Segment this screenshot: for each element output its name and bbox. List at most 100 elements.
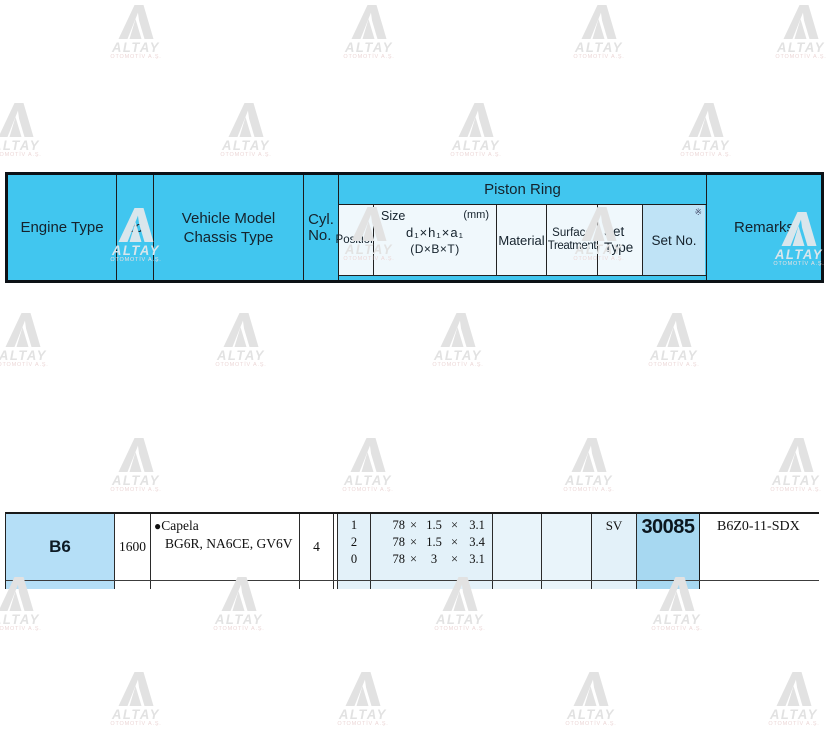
surface-treatment-header-cell: Surface Treatment [547,205,598,275]
watermark-brand: ALTAY [112,39,160,56]
set-no-label: Set No. [651,232,697,248]
cc-value: 1600 [119,539,146,554]
material-header-cell: Material [497,205,547,275]
altay-watermark: ALTAY OTOMOTİV A.Ş. [570,5,628,61]
remarks-value: B6Z0-11-SDX [717,519,800,534]
ring-size-2: 78 × 1.5 × 3.4 [392,535,485,549]
set-no-value-cell: 30085 [637,514,700,580]
watermark-subtext: OTOMOTİV A.Ş. [110,54,162,60]
vehicle-model-header-cell: Vehicle Model Chassis Type [154,175,304,280]
set-type-label-line1: Set [604,224,625,239]
watermark-subtext: OTOMOTİV A.Ş. [775,54,827,60]
altay-logo-icon [440,313,476,347]
material-value-cell [493,514,542,580]
cyl-label-line1: Cyl. [308,210,334,228]
watermark-subtext: OTOMOTİV A.Ş. [342,487,394,493]
watermark-subtext: OTOMOTİV A.Ş. [110,721,162,727]
set-type-value-cell: SV [592,514,637,580]
bullet-icon: ● [154,519,162,533]
altay-logo-icon [350,438,386,472]
altay-logo-icon [228,103,264,137]
cc-label: cc [127,219,143,236]
watermark-subtext: OTOMOTİV A.Ş. [213,626,265,632]
altay-watermark: ALTAY OTOMOTİV A.Ş. [107,672,165,728]
altay-watermark: ALTAY OTOMOTİV A.Ş. [107,5,165,61]
watermark-brand: ALTAY [112,472,160,489]
watermark-brand: ALTAY [0,137,40,154]
watermark-brand: ALTAY [344,472,392,489]
watermark-subtext: OTOMOTİV A.Ş. [450,152,502,158]
altay-watermark: ALTAY OTOMOTİV A.Ş. [562,672,620,728]
piston-ring-group-title: Piston Ring [339,175,706,205]
remarks-label: Remarks [733,219,794,236]
altay-logo-icon [581,5,617,39]
altay-logo-icon [783,5,819,39]
watermark-subtext: OTOMOTİV A.Ş. [0,362,49,368]
altay-watermark: ALTAY OTOMOTİV A.Ş. [334,672,392,728]
watermark-brand: ALTAY [345,39,393,56]
vehicle-model-label-line1: Vehicle Model [181,209,276,227]
watermark-subtext: OTOMOTİV A.Ş. [220,152,272,158]
altay-logo-icon [5,313,41,347]
watermark-brand: ALTAY [770,706,818,723]
watermark-brand: ALTAY [452,137,500,154]
set-type-header-cell: Set Type [598,205,643,275]
ring-size-1: 78 × 1.5 × 3.1 [392,518,485,532]
altay-watermark: ALTAY OTOMOTİV A.Ş. [429,313,487,369]
watermark-subtext: OTOMOTİV A.Ş. [0,152,42,158]
engine-type-header-cell: Engine Type [8,175,117,280]
ring-position-3: 0 [350,552,358,566]
remarks-header-cell: Remarks [707,175,821,280]
watermark-brand: ALTAY [222,137,270,154]
cc-value-cell: 1600 [115,514,151,580]
watermark-subtext: OTOMOTİV A.Ş. [768,721,820,727]
engine-type-label: Engine Type [20,219,104,236]
altay-logo-icon [118,438,154,472]
watermark-brand: ALTAY [772,472,820,489]
size-label: Size [381,209,406,223]
watermark-subtext: OTOMOTİV A.Ş. [432,362,484,368]
size-unit-label: (mm) [463,209,489,221]
set-no-value: 30085 [641,516,695,538]
altay-logo-icon [656,313,692,347]
watermark-subtext: OTOMOTİV A.Ş. [573,54,625,60]
watermark-subtext: OTOMOTİV A.Ş. [563,487,615,493]
surface-label-line1: Surface [552,227,592,239]
altay-logo-icon [345,672,381,706]
cyl-no-value-cell: 4 [300,514,334,580]
watermark-subtext: OTOMOTİV A.Ş. [770,487,822,493]
ring-position-2: 2 [350,535,358,549]
set-no-header-cell: ※ Set No. [643,205,705,275]
material-label: Material [498,232,545,248]
altay-logo-icon [571,438,607,472]
altay-logo-icon [223,313,259,347]
reference-mark-icon: ※ [694,207,702,217]
watermark-brand: ALTAY [650,347,698,364]
vehicle-model-label-line2: Chassis Type [183,228,274,246]
watermark-subtext: OTOMOTİV A.Ş. [215,362,267,368]
next-row-stub [6,581,819,589]
watermark-subtext: OTOMOTİV A.Ş. [343,54,395,60]
altay-watermark: ALTAY OTOMOTİV A.Ş. [212,313,270,369]
engine-type-value: B6 [49,537,71,556]
altay-watermark: ALTAY OTOMOTİV A.Ş. [645,313,703,369]
altay-watermark: ALTAY OTOMOTİV A.Ş. [339,438,397,494]
watermark-brand: ALTAY [217,347,265,364]
altay-watermark: ALTAY OTOMOTİV A.Ş. [217,103,275,159]
altay-logo-icon [573,672,609,706]
size-formula-alt: (D×B×T) [410,242,460,256]
engine-type-value-cell: B6 [6,514,115,580]
watermark-brand: ALTAY [339,706,387,723]
cyl-no-header-cell: Cyl. No. [304,175,339,280]
altay-logo-icon [0,103,34,137]
set-type-label-line2: Type [604,240,634,255]
table-row: B6 1600 ●Capela BG6R, NA6CE, GV6V 4 1 2 … [6,514,819,581]
size-header-cell: Size (mm) d₁×h₁×a₁ (D×B×T) [374,205,497,275]
watermark-subtext: OTOMOTİV A.Ş. [648,362,700,368]
watermark-brand: ALTAY [575,39,623,56]
watermark-subtext: OTOMOTİV A.Ş. [651,626,703,632]
watermark-brand: ALTAY [434,347,482,364]
altay-logo-icon [118,5,154,39]
watermark-brand: ALTAY [777,39,825,56]
